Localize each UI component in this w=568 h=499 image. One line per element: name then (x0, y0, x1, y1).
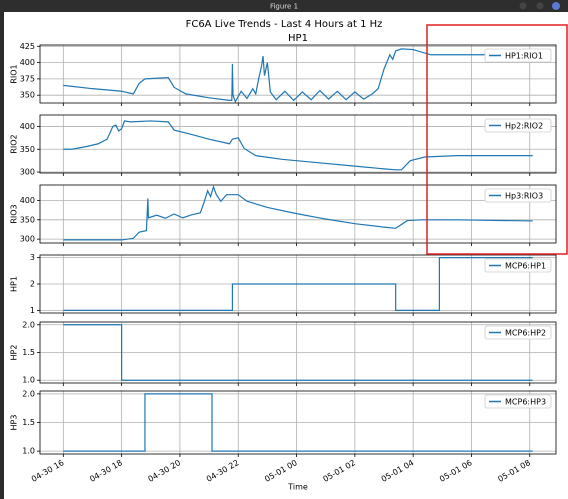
maximize-button[interactable] (536, 2, 544, 10)
y-tick-label: 2.0 (22, 389, 35, 398)
legend-box (484, 258, 552, 273)
plot-frame (39, 114, 557, 174)
series-line (63, 120, 533, 171)
x-tick-label: 04-30 22 (205, 458, 241, 484)
y-tick-label: 375 (20, 74, 35, 83)
plot-frame (39, 321, 557, 384)
y-tick-label: 350 (20, 145, 35, 154)
plot-area (40, 115, 556, 173)
x-tick-label: 05-01 08 (496, 458, 532, 484)
x-tick-label: 04-30 18 (88, 458, 124, 484)
x-tick-label: 04-30 16 (30, 458, 66, 484)
legend-box (484, 325, 552, 340)
chart-title: HP1 (288, 33, 308, 44)
plot-area (40, 45, 556, 103)
y-axis-label: HP1 (10, 276, 19, 292)
y-tick-label: 1.0 (22, 376, 35, 385)
highlight-box (426, 24, 568, 255)
legend-label: Hp3:RIO3 (505, 192, 543, 201)
series-line (63, 393, 533, 452)
plots: HP1350375400425RIO1HP1:RIO1300350400RIO2… (10, 33, 557, 492)
figure-title: FC6A Live Trends - Last 4 Hours at 1 Hz (186, 19, 383, 30)
plot-frame (39, 44, 557, 104)
x-tick-label: 04-30 20 (147, 458, 183, 484)
y-tick-label: 400 (20, 196, 35, 205)
y-tick-label: 1.5 (22, 348, 35, 357)
y-tick-label: 400 (20, 122, 35, 131)
plot-frame (39, 184, 557, 244)
window-edge (0, 12, 4, 499)
y-tick-label: 3 (30, 253, 35, 262)
series-line (63, 48, 533, 104)
y-tick-label: 400 (20, 58, 35, 67)
y-tick-label: 1.0 (22, 447, 35, 456)
x-tick-label: 05-01 04 (380, 458, 416, 484)
x-tick-label: 05-01 06 (438, 458, 474, 484)
close-button[interactable] (552, 2, 560, 10)
x-axis-label: Time (287, 483, 308, 492)
legend-label: HP1:RIO1 (505, 52, 543, 61)
legend-label: MCP6:HP3 (505, 398, 546, 407)
legend-box (484, 48, 552, 63)
y-tick-label: 1.5 (22, 418, 35, 427)
series-line (63, 185, 533, 241)
title-bar (0, 0, 568, 12)
x-tick-label: 05-01 00 (263, 458, 299, 484)
window-title: Figure 1 (270, 3, 298, 11)
y-tick-label: 425 (20, 42, 35, 51)
legend-label: MCP6:HP1 (505, 262, 546, 271)
legend-label: MCP6:HP2 (505, 329, 546, 338)
plot-frame (39, 390, 557, 455)
y-tick-label: 350 (20, 215, 35, 224)
series-line (63, 257, 533, 311)
x-tick-label: 05-01 02 (321, 458, 357, 484)
minimize-button[interactable] (519, 2, 527, 10)
y-axis-label: RIO2 (10, 134, 19, 153)
legend-box (484, 188, 552, 203)
y-tick-label: 2 (30, 280, 35, 289)
plot-frame (39, 254, 557, 314)
series-line (63, 324, 533, 381)
y-axis-label: RIO3 (10, 204, 19, 223)
y-tick-label: 300 (20, 235, 35, 244)
legend-box (484, 118, 552, 133)
y-tick-label: 350 (20, 91, 35, 100)
y-axis-label: RIO1 (10, 64, 19, 83)
legend-label: Hp2:RIO2 (505, 122, 543, 131)
y-tick-label: 1 (30, 306, 35, 315)
legend-box (484, 394, 552, 409)
y-tick-label: 300 (20, 168, 35, 177)
y-tick-label: 2.0 (22, 320, 35, 329)
y-axis-label: HP3 (10, 415, 19, 431)
window-controls[interactable] (519, 2, 561, 10)
y-axis-label: HP2 (10, 345, 19, 361)
